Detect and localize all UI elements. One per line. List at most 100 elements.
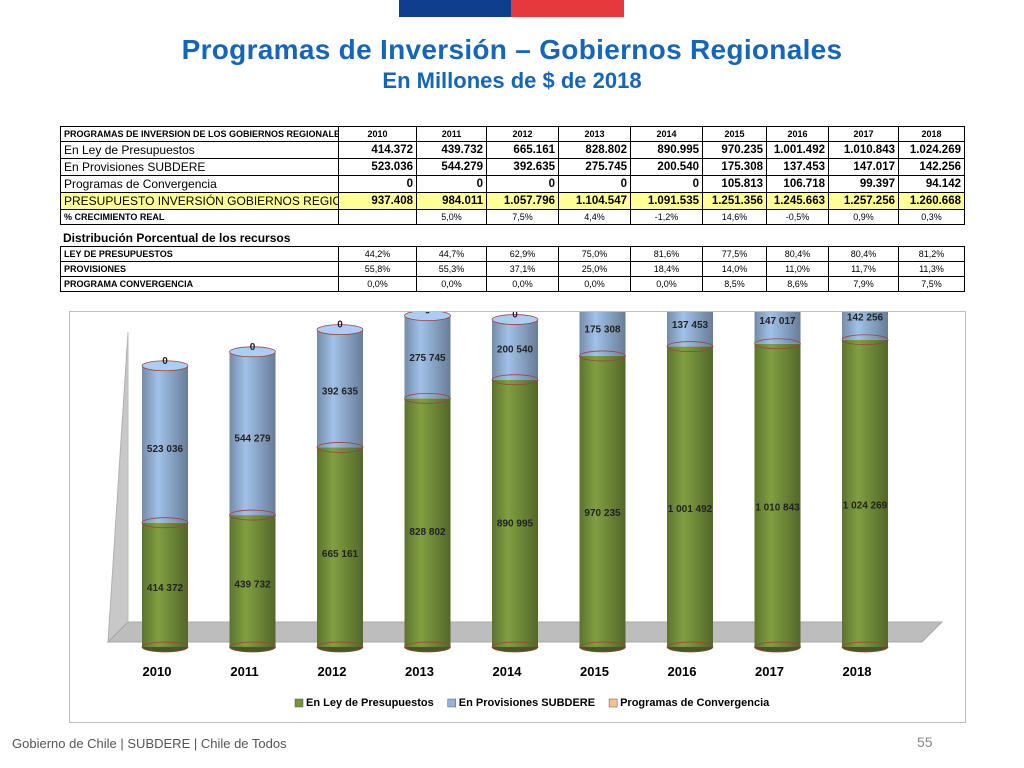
data-label: 414 372 (147, 583, 184, 594)
segment-edge (141, 641, 189, 653)
plot-side-wall (107, 331, 129, 644)
table-cell: 0,0% (630, 276, 703, 292)
table-cell: 55,3% (416, 261, 487, 277)
cylinder-top-cap (491, 314, 539, 325)
bar-segment (317, 447, 363, 647)
table-cell: 8,5% (702, 276, 767, 292)
footer-text: Gobierno de Chile | SUBDERE | Chile de T… (12, 736, 287, 751)
table-cell: 1.057.796 (486, 192, 559, 210)
table-cell: 11,7% (828, 261, 899, 277)
segment-edge (754, 338, 801, 350)
table-growth-row: % CRECIMIENTO REAL 5,0% 7,5% 4,4% -1,2% … (60, 209, 965, 225)
table-cell: 44,7% (416, 246, 487, 262)
bar-segment (404, 398, 451, 647)
data-label: 0 (162, 356, 168, 367)
data-label: 137 453 (672, 320, 709, 331)
data-label: 0 (425, 312, 431, 317)
segment-edge (404, 392, 451, 404)
table-cell: 665.161 (486, 141, 559, 159)
data-label: 1 010 843 (755, 503, 800, 514)
table-cell: 7,5% (486, 209, 559, 225)
table-cell: 0,0% (486, 276, 559, 292)
data-label: 0 (512, 312, 518, 321)
table-cell: 1.251.356 (702, 192, 767, 210)
table-cell: 44,2% (338, 246, 417, 262)
data-label: 1 024 269 (843, 501, 888, 512)
bar-segment (667, 312, 713, 347)
data-label: 0 (250, 342, 256, 353)
data-label: 1 001 492 (668, 504, 713, 515)
table-cell: 1.091.535 (630, 192, 703, 210)
table-cell: -0,5% (766, 209, 829, 225)
legend-swatch (294, 698, 304, 708)
row-label: PROVISIONES (60, 261, 339, 277)
table-cell (338, 209, 417, 225)
table-total-row: PRESUPUESTO INVERSIÓN GOBIERNOS REGIONAL… (60, 192, 965, 210)
table-cell: 200.540 (630, 158, 703, 176)
segment-edge (666, 641, 714, 653)
table-cell: 11,0% (766, 261, 829, 277)
segment-edge (316, 442, 364, 453)
table-cell: 5,0% (416, 209, 487, 225)
category-label: 2017 (755, 664, 784, 679)
table-cell: 0,0% (558, 276, 631, 292)
category-label: 2013 (405, 664, 434, 679)
table-cell: 18,4% (630, 261, 703, 277)
table-cell: 81,2% (898, 246, 965, 262)
table-cell: 77,5% (702, 246, 767, 262)
data-label: 0 (337, 320, 343, 331)
table-cell: 81,6% (630, 246, 703, 262)
table-cell: 7,9% (828, 276, 899, 292)
table-cell: 99.397 (828, 175, 899, 193)
year-header: 2011 (416, 126, 487, 142)
table-cell: 937.408 (338, 192, 417, 210)
chart-frame: 414 372 523 036 0 2010 439 732 544 279 0 2011 66… (69, 311, 966, 723)
stacked-cylinder-chart: 414 372 523 036 0 2010 439 732 544 279 0 2011 66… (106, 312, 944, 709)
table-cell: 414.372 (338, 141, 417, 159)
year-header: 2013 (558, 126, 631, 142)
bar-segment (492, 319, 538, 380)
table-cell: 1.024.269 (898, 141, 965, 159)
year-header: 2017 (828, 126, 899, 142)
table-cell: 275.745 (558, 158, 631, 176)
table-cell: 392.635 (486, 158, 559, 176)
segment-edge (316, 641, 364, 653)
table-cell: 0 (338, 175, 417, 193)
legend-label: Programas de Convergencia (620, 697, 770, 709)
data-label: 890 995 (497, 519, 534, 530)
table-cell: 8,6% (766, 276, 829, 292)
data-label: 970 235 (584, 508, 621, 519)
row-label: En Ley de Presupuestos (60, 141, 339, 159)
bar-segment (404, 315, 451, 399)
bar-segment (317, 329, 363, 448)
table-cell: 0 (486, 175, 559, 193)
table-cell: 75,0% (558, 246, 631, 262)
table-cell: 890.995 (630, 141, 703, 159)
data-label: 392 635 (322, 386, 359, 397)
table-cell: 94.142 (898, 175, 965, 193)
data-label: 523 036 (147, 444, 184, 455)
bar-segment (229, 351, 276, 516)
bar-segment (579, 355, 626, 647)
table-cell: 14,0% (702, 261, 767, 277)
distribution-title: Distribución Porcentual de los recursos (63, 231, 291, 245)
category-label: 2010 (143, 664, 172, 679)
category-label: 2012 (318, 664, 347, 679)
segment-edge (579, 350, 626, 362)
table-row: LEY DE PRESUPUESTOS 44,2% 44,7% 62,9% 75… (60, 246, 965, 262)
data-label: 544 279 (234, 434, 271, 445)
segment-edge (841, 334, 889, 346)
year-header: 2010 (338, 126, 417, 142)
bar-segment (579, 312, 626, 356)
table-cell: 0,0% (338, 276, 417, 292)
distribution-table: LEY DE PRESUPUESTOS 44,2% 44,7% 62,9% 75… (60, 246, 965, 292)
table-cell: 14,6% (702, 209, 767, 225)
cylinder-top-cap (229, 346, 276, 358)
table-row: En Provisiones SUBDERE 523.036 544.279 3… (60, 158, 965, 176)
table-cell: 7,5% (898, 276, 965, 292)
table-cell: 984.011 (416, 192, 487, 210)
table-row: En Ley de Presupuestos 414.372 439.732 6… (60, 141, 965, 159)
row-label: En Provisiones SUBDERE (60, 158, 339, 176)
table-cell: 828.802 (558, 141, 631, 159)
table-cell: 439.732 (416, 141, 487, 159)
